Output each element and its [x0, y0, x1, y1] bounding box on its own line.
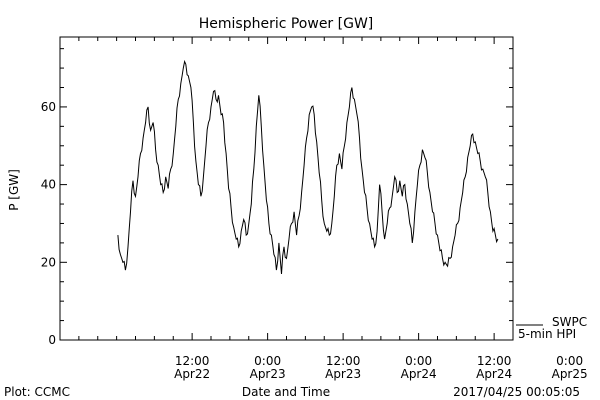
legend: SWPC 5-min HPI [516, 315, 587, 341]
chart-title: Hemispheric Power [GW] [199, 16, 374, 32]
x-tick-date-label: Apr24 [476, 367, 512, 381]
x-axis-label: Date and Time [242, 385, 330, 399]
x-tick-date-label: Apr23 [325, 367, 361, 381]
x-tick-date-label: Apr23 [250, 367, 286, 381]
x-tick-time-label: 0:00 [254, 354, 281, 368]
y-axis-label: P [GW] [7, 169, 21, 211]
y-axis: 0 20 40 60 [41, 48, 513, 347]
y-tick-label: 0 [48, 333, 56, 347]
x-tick-time-label: 12:00 [326, 354, 361, 368]
x-tick-date-label: Apr24 [401, 367, 437, 381]
footer-right: 2017/04/25 00:05:05 [453, 385, 580, 399]
x-tick-time-label: 12:00 [477, 354, 512, 368]
legend-label-line1: SWPC [552, 315, 587, 329]
footer-left: Plot: CCMC [4, 385, 70, 399]
series-line [117, 59, 499, 275]
y-tick-label: 20 [41, 255, 56, 269]
plot-frame [59, 36, 514, 341]
y-tick-label: 40 [41, 178, 56, 192]
x-tick-date-label: Apr25 [552, 367, 588, 381]
x-tick-date-label: Apr22 [174, 367, 210, 381]
y-tick-label: 60 [41, 100, 56, 114]
x-tick-time-label: 0:00 [405, 354, 432, 368]
x-tick-time-label: 0:00 [556, 354, 583, 368]
legend-label-line2: 5-min HPI [518, 327, 576, 341]
x-axis: 12:00Apr220:00Apr2312:00Apr230:00Apr2412… [78, 37, 588, 381]
x-tick-time-label: 12:00 [175, 354, 210, 368]
